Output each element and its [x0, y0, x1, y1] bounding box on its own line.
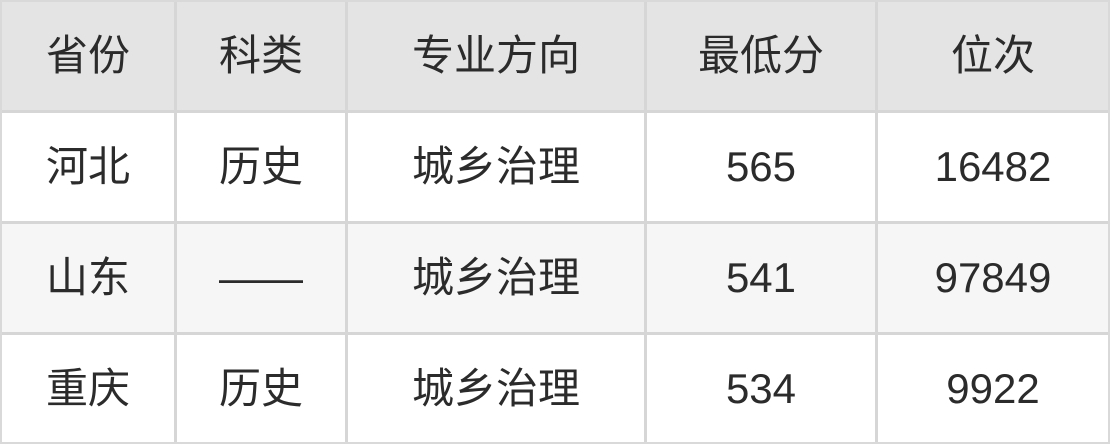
cell-rank: 9922 [878, 335, 1108, 442]
cell-category: 历史 [177, 113, 345, 221]
cell-min-score: 534 [647, 335, 875, 442]
column-header-min-score: 最低分 [647, 2, 875, 110]
cell-rank: 97849 [878, 224, 1108, 332]
column-header-rank: 位次 [878, 2, 1108, 110]
column-header-province: 省份 [2, 2, 174, 110]
cell-category: —— [177, 224, 345, 332]
cell-category: 历史 [177, 335, 345, 442]
cell-province: 山东 [2, 224, 174, 332]
column-header-category: 科类 [177, 2, 345, 110]
cell-major: 城乡治理 [348, 113, 644, 221]
cell-major: 城乡治理 [348, 335, 644, 442]
cell-min-score: 541 [647, 224, 875, 332]
cell-province: 重庆 [2, 335, 174, 442]
cell-min-score: 565 [647, 113, 875, 221]
cell-major: 城乡治理 [348, 224, 644, 332]
column-header-major: 专业方向 [348, 2, 644, 110]
cell-province: 河北 [2, 113, 174, 221]
cell-rank: 16482 [878, 113, 1108, 221]
